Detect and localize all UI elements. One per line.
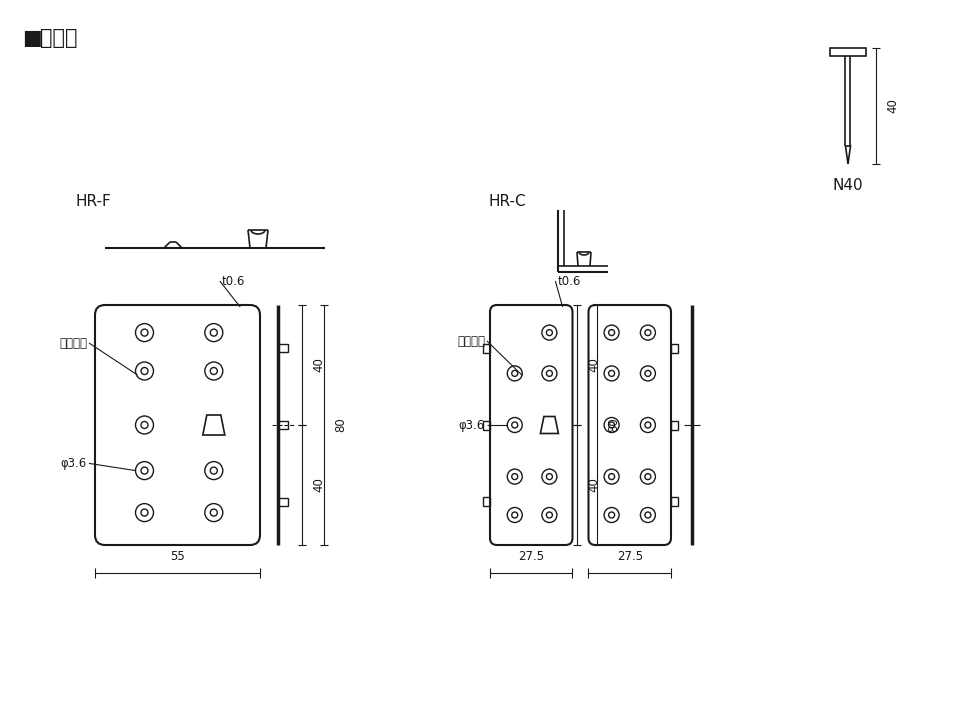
Bar (278, 498, 288, 505)
Text: 27.5: 27.5 (518, 550, 544, 563)
Text: 40: 40 (886, 99, 899, 114)
Bar (830, 48, 866, 56)
Bar (278, 344, 288, 352)
Text: 仕様図: 仕様図 (40, 28, 78, 48)
Bar (671, 498, 678, 506)
Text: 40: 40 (588, 358, 601, 372)
Text: 55: 55 (170, 550, 185, 563)
Text: ■: ■ (22, 28, 41, 48)
Bar (671, 343, 678, 353)
Text: t0.6: t0.6 (222, 274, 245, 287)
Text: N40: N40 (832, 178, 863, 193)
Text: 40: 40 (312, 358, 325, 372)
Text: φ3.6: φ3.6 (459, 418, 485, 431)
Text: エンボス: エンボス (59, 336, 87, 349)
Text: 80: 80 (608, 418, 620, 433)
Text: HR-F: HR-F (75, 194, 110, 209)
Text: 80: 80 (334, 418, 347, 433)
Bar (483, 343, 490, 353)
Text: 40: 40 (588, 477, 601, 492)
Text: HR-C: HR-C (488, 194, 526, 209)
Bar (278, 421, 288, 429)
Text: 40: 40 (312, 477, 325, 492)
Bar (671, 420, 678, 430)
Text: 27.5: 27.5 (616, 550, 643, 563)
Text: t0.6: t0.6 (558, 274, 581, 287)
Bar (483, 498, 490, 506)
Bar (483, 420, 490, 430)
Text: エンボス: エンボス (457, 335, 485, 348)
Text: φ3.6: φ3.6 (60, 457, 87, 470)
